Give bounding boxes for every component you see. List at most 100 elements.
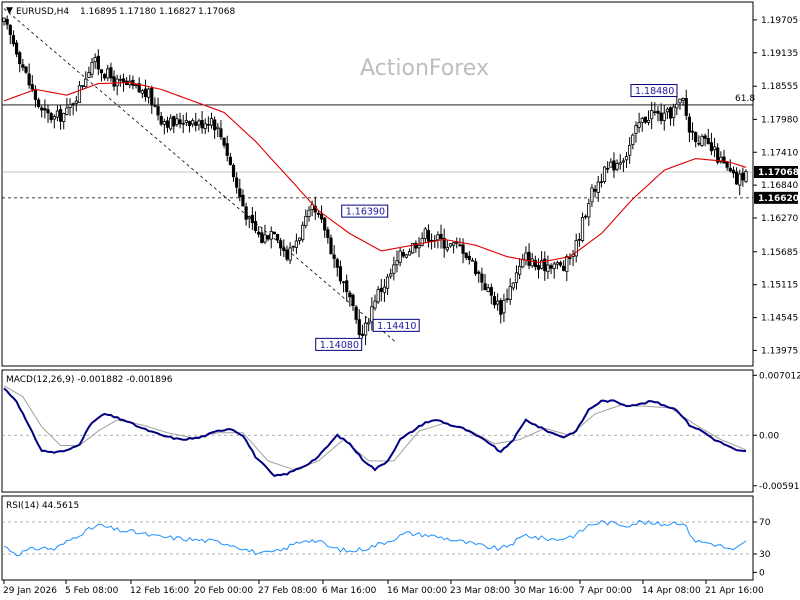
candle-body (203, 123, 207, 130)
candle-body (568, 257, 572, 259)
candle-body (706, 137, 710, 145)
candle-body (235, 177, 239, 188)
candle-body (156, 106, 160, 116)
candle-body (367, 322, 371, 325)
date-tick-label: 23 Mar 08:00 (450, 586, 510, 596)
candle-body (178, 119, 182, 125)
candle-body (744, 170, 748, 183)
candle-body (483, 283, 487, 291)
candle-body (134, 84, 138, 87)
candle-body (593, 188, 597, 192)
candle-body (584, 215, 588, 218)
candle-body (103, 74, 107, 79)
candle-body (379, 287, 383, 292)
candle-body (275, 234, 280, 241)
candle-body (175, 118, 179, 125)
candle-body (81, 85, 85, 87)
candle-body (719, 156, 723, 163)
candle-body (653, 111, 657, 113)
candle-body (385, 276, 390, 289)
candle-body (291, 245, 295, 248)
candle-body (21, 64, 25, 68)
candle-body (329, 237, 333, 255)
candle-body (153, 105, 157, 107)
candle-body (250, 214, 254, 224)
candle-body (464, 252, 468, 258)
candle-body (417, 244, 421, 249)
candle-body (46, 109, 50, 114)
candle-body (219, 128, 223, 138)
candle-body (703, 135, 707, 139)
candle-body (565, 256, 569, 273)
candle-body (238, 188, 242, 198)
candle-body (228, 156, 232, 165)
candle-body (672, 106, 676, 119)
price-tick-label: 1.15685 (761, 248, 798, 258)
date-tick-label: 7 Apr 00:00 (579, 586, 632, 596)
moving-average-line (3, 81, 747, 264)
candle-body (536, 264, 541, 270)
candle-body (370, 306, 374, 323)
rsi-line (3, 519, 747, 557)
candle-body (382, 286, 387, 293)
candle-body (562, 265, 566, 271)
rsi-tick-label: 0 (759, 568, 765, 578)
candle-body (684, 98, 688, 116)
candle-body (543, 258, 547, 272)
price-tick-label: 1.16270 (761, 214, 798, 224)
annotation-box (630, 84, 678, 98)
candle-body (8, 24, 12, 35)
support-price-tag: 1.16620 (758, 194, 799, 204)
candle-body (285, 249, 289, 260)
candle-body (725, 161, 729, 168)
candle-body (461, 244, 465, 254)
candle-body (615, 163, 619, 170)
price-tick-label: 1.18555 (761, 82, 798, 92)
candle-body (496, 300, 500, 305)
candle-body (71, 103, 75, 106)
candle-body (668, 107, 673, 119)
candle-body (351, 294, 355, 307)
macd-pane-frame (1, 369, 754, 493)
candle-body (643, 116, 647, 123)
candle-body (319, 213, 324, 220)
candle-body (690, 130, 695, 133)
price-tick-label: 1.14545 (761, 314, 798, 324)
candle-body (40, 107, 44, 111)
support-price-tag-bg (754, 191, 798, 204)
macd-tick-label: -0.005911 (759, 482, 800, 492)
candle-body (546, 264, 550, 273)
annotation-label: 1.18480 (635, 86, 674, 97)
candle-body (58, 109, 63, 122)
candle-body (404, 254, 409, 258)
candle-body (389, 273, 393, 277)
candle-body (360, 333, 365, 336)
candle-body (187, 121, 192, 126)
candle-body (634, 125, 638, 134)
candle-body (734, 171, 739, 185)
candle-body (458, 244, 462, 247)
candle-body (452, 242, 456, 246)
candle-body (624, 156, 629, 161)
candle-body (169, 117, 173, 130)
candle-body (216, 126, 220, 129)
candle-body (420, 237, 424, 246)
candle-body (697, 142, 701, 145)
candle-body (184, 119, 188, 123)
candle-body (191, 120, 195, 125)
candle-body (257, 231, 261, 235)
price-tick-label: 1.16840 (761, 181, 798, 191)
candle-body (580, 217, 585, 241)
price-tick-label: 1.15115 (761, 281, 798, 291)
main-pane-frame (1, 1, 754, 367)
current-price-tag-bg (754, 166, 798, 178)
candle-body (49, 113, 53, 121)
candle-body (11, 35, 16, 45)
candle-body (213, 119, 217, 131)
candle-body (206, 124, 210, 126)
header-arrow-icon: ▼ (6, 6, 13, 16)
candle-body (492, 296, 497, 306)
candle-body (694, 132, 698, 143)
main-price-layer: 1.19705 1.19135 1.18555 1.17980 1.17410 1.168… (2, 8, 799, 356)
candle-body (401, 252, 405, 257)
